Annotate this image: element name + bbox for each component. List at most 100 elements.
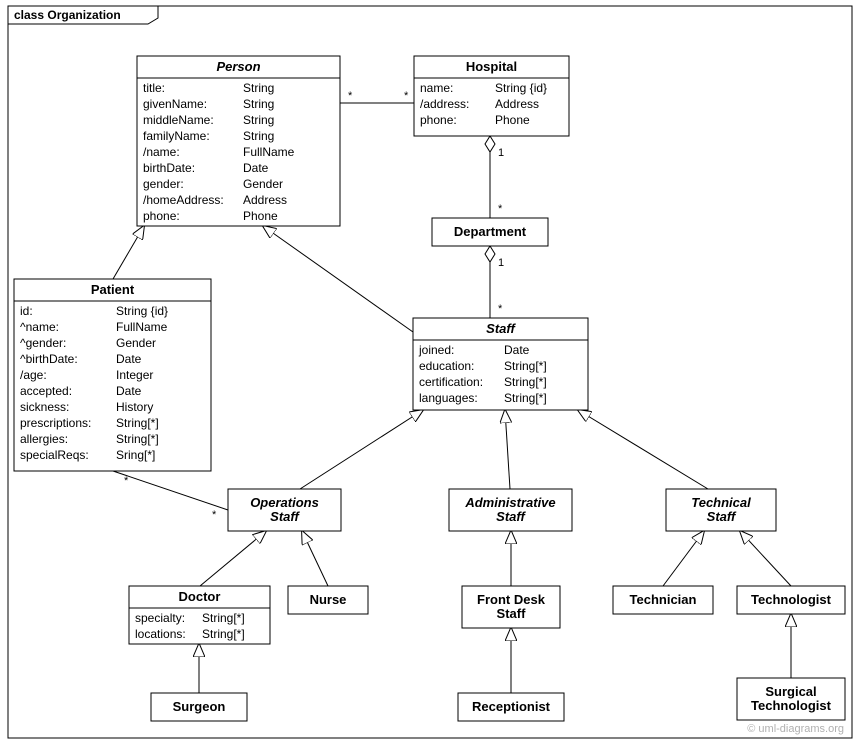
attr-name: givenName: <box>143 97 207 111</box>
attr-type: String[*] <box>116 416 159 430</box>
class-doctor: Doctor specialty: String[*] locations: Strin… <box>129 586 270 644</box>
class-department: Department <box>432 218 548 246</box>
attr-name: sickness: <box>20 400 69 414</box>
attr-name: languages: <box>419 391 478 405</box>
class-name: Department <box>454 224 527 239</box>
edge-generalization <box>505 410 510 489</box>
class-techstaff: TechnicalStaff <box>666 489 776 531</box>
multiplicity: 1 <box>498 147 504 159</box>
attr-name: /address: <box>420 97 469 111</box>
edge-association <box>113 471 228 510</box>
class-patient: Patientid:String {id}^name:FullName^gend… <box>14 279 211 471</box>
attr-name: title: <box>143 81 165 95</box>
class-surgtech: SurgicalTechnologist <box>737 678 845 720</box>
frame-label: class Organization <box>14 8 121 22</box>
attr-type: Phone <box>495 113 530 127</box>
attr-name: prescriptions: <box>20 416 91 430</box>
class-name: Hospital <box>466 59 517 74</box>
attr-name: accepted: <box>20 384 72 398</box>
attr-name: /homeAddress: <box>143 193 224 207</box>
edge-generalization <box>113 226 144 279</box>
attr-name: specialty: <box>135 611 185 625</box>
class-name: Technician <box>630 592 697 607</box>
attr-name: education: <box>419 359 474 373</box>
attr-type: Date <box>116 384 142 398</box>
attr-name: ^name: <box>20 320 59 334</box>
attr-type: String[*] <box>116 432 159 446</box>
attr-name: id: <box>20 304 33 318</box>
class-name: Staff <box>486 321 516 336</box>
class-name: Surgeon <box>173 699 226 714</box>
class-opstaff: OperationsStaff <box>228 489 341 531</box>
edge-generalization <box>263 226 413 332</box>
attr-type: String {id} <box>495 81 547 95</box>
attr-type: String <box>243 97 274 111</box>
classes: Persontitle:StringgivenName:Stringmiddle… <box>14 56 845 721</box>
multiplicity: 1 <box>498 257 504 269</box>
class-adminstaff: AdministrativeStaff <box>449 489 572 531</box>
class-technologist: Technologist <box>737 586 845 614</box>
attr-type: String[*] <box>202 611 245 625</box>
class-name: Staff <box>270 509 300 524</box>
edge-generalization <box>663 531 704 586</box>
attr-type: Address <box>243 193 287 207</box>
attr-type: Sring[*] <box>116 448 155 462</box>
attr-name: phone: <box>420 113 457 127</box>
class-frontdesk: Front DeskStaff <box>462 586 560 628</box>
attr-type: Phone <box>243 209 278 223</box>
attr-type: String[*] <box>504 391 547 405</box>
attr-type: History <box>116 400 153 414</box>
attr-name: locations: <box>135 627 186 641</box>
attr-name: birthDate: <box>143 161 195 175</box>
attr-type: Gender <box>116 336 156 350</box>
class-name: Staff <box>496 509 526 524</box>
class-name: Staff <box>497 606 527 621</box>
attr-type: Integer <box>116 368 153 382</box>
edge-generalization <box>300 410 423 489</box>
class-name: Technologist <box>751 698 832 713</box>
attr-name: ^gender: <box>20 336 66 350</box>
attr-type: FullName <box>116 320 168 334</box>
class-name: Receptionist <box>472 699 551 714</box>
class-name: Administrative <box>464 495 555 510</box>
attr-name: joined: <box>418 343 454 357</box>
attr-type: String <box>243 113 274 127</box>
attr-type: FullName <box>243 145 295 159</box>
attr-name: certification: <box>419 375 483 389</box>
class-person: Persontitle:StringgivenName:Stringmiddle… <box>137 56 340 226</box>
class-name: Staff <box>707 509 737 524</box>
multiplicity: * <box>498 203 503 215</box>
attr-type: Gender <box>243 177 283 191</box>
edge-generalization <box>200 531 266 586</box>
class-name: Technologist <box>751 592 832 607</box>
class-name: Technical <box>691 495 751 510</box>
class-staff: Staffjoined:Dateeducation:String[*]certi… <box>413 318 588 410</box>
edge-generalization <box>740 531 791 586</box>
class-nurse: Nurse <box>288 586 368 614</box>
attr-type: Date <box>243 161 269 175</box>
class-name: Nurse <box>310 592 347 607</box>
class-name: Doctor <box>179 589 221 604</box>
class-name: Patient <box>91 282 135 297</box>
attr-type: String[*] <box>504 359 547 373</box>
uml-diagram: class Organization**1*1***Persontitle:St… <box>0 0 860 747</box>
class-surgeon: Surgeon <box>151 693 247 721</box>
class-hospital: Hospital name: String {id} /address: Address… <box>414 56 569 136</box>
multiplicity: * <box>348 90 353 102</box>
attr-type: Address <box>495 97 539 111</box>
attr-name: specialReqs: <box>20 448 89 462</box>
class-name: Front Desk <box>477 592 546 607</box>
attr-name: phone: <box>143 209 180 223</box>
attr-type: String[*] <box>504 375 547 389</box>
attr-type: String[*] <box>202 627 245 641</box>
multiplicity: * <box>124 475 129 487</box>
attr-name: name: <box>420 81 453 95</box>
attr-name: middleName: <box>143 113 214 127</box>
attr-name: familyName: <box>143 129 210 143</box>
attr-name: ^birthDate: <box>20 352 78 366</box>
class-name: Operations <box>250 495 319 510</box>
edge-generalization <box>578 410 708 489</box>
attr-type: Date <box>116 352 142 366</box>
multiplicity: * <box>498 303 503 315</box>
class-technician: Technician <box>613 586 713 614</box>
